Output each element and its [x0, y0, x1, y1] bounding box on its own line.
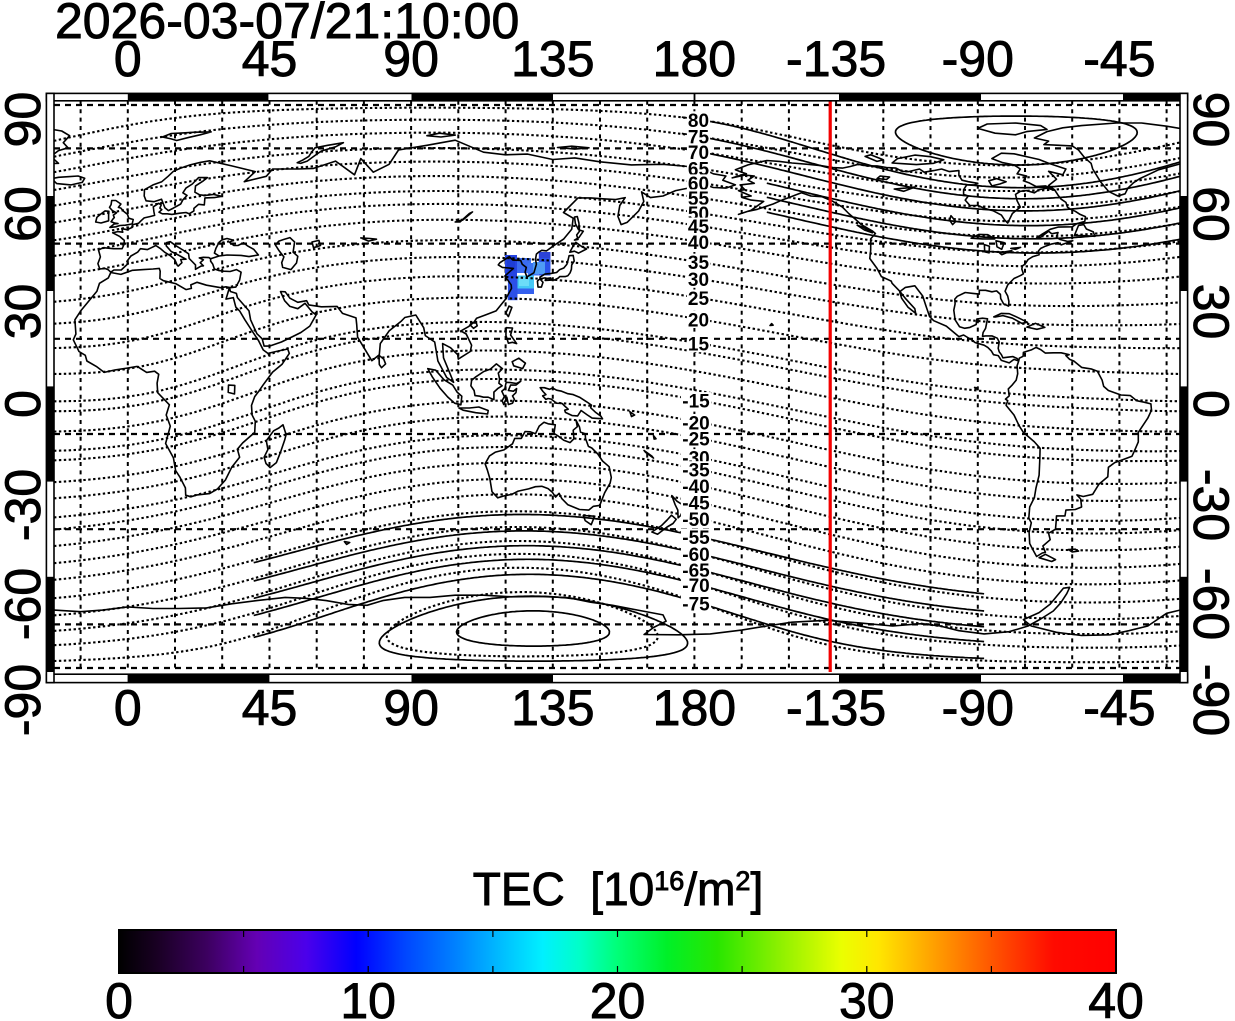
svg-text:20: 20 [590, 973, 646, 1021]
svg-text:135: 135 [511, 680, 594, 736]
svg-text:0: 0 [105, 973, 133, 1021]
svg-text:90: 90 [1183, 92, 1235, 148]
svg-text:45: 45 [242, 31, 298, 87]
svg-text:60: 60 [1183, 186, 1235, 242]
svg-text:2026-03-07/21:10:00: 2026-03-07/21:10:00 [55, 0, 519, 49]
svg-text:-90: -90 [942, 680, 1014, 736]
svg-text:40: 40 [688, 233, 709, 254]
svg-text:25: 25 [688, 289, 710, 310]
svg-text:-45: -45 [682, 494, 710, 515]
svg-text:-20: -20 [682, 414, 709, 435]
svg-text:-135: -135 [786, 31, 886, 87]
svg-text:30: 30 [688, 270, 709, 291]
svg-text:0: 0 [0, 390, 51, 418]
svg-text:0: 0 [1183, 390, 1235, 418]
svg-text:45: 45 [688, 217, 710, 238]
svg-text:135: 135 [511, 31, 594, 87]
svg-text:0: 0 [114, 31, 142, 87]
svg-text:90: 90 [383, 31, 439, 87]
svg-text:-15: -15 [682, 392, 710, 413]
svg-text:-35: -35 [682, 461, 710, 482]
svg-text:30: 30 [0, 284, 51, 340]
svg-text:180: 180 [653, 31, 736, 87]
svg-text:-45: -45 [1083, 680, 1155, 736]
svg-text:180: 180 [653, 680, 736, 736]
svg-text:-45: -45 [1083, 31, 1155, 87]
svg-text:TEC [1016/m2]: TEC [1016/m2] [473, 863, 763, 915]
svg-text:-30: -30 [1183, 469, 1235, 541]
svg-text:-70: -70 [682, 576, 709, 597]
svg-text:90: 90 [0, 92, 51, 148]
svg-text:-25: -25 [682, 430, 710, 451]
svg-text:40: 40 [1088, 973, 1144, 1021]
svg-text:-30: -30 [0, 469, 51, 541]
svg-text:15: 15 [688, 335, 710, 356]
svg-text:30: 30 [1183, 284, 1235, 340]
svg-text:-60: -60 [1183, 568, 1235, 640]
svg-text:55: 55 [688, 189, 710, 210]
svg-text:-55: -55 [682, 528, 710, 549]
svg-text:60: 60 [0, 186, 51, 242]
svg-text:10: 10 [340, 973, 396, 1021]
svg-text:90: 90 [383, 680, 439, 736]
svg-text:0: 0 [114, 680, 142, 736]
svg-text:-90: -90 [1183, 664, 1235, 736]
svg-text:45: 45 [242, 680, 298, 736]
svg-text:-60: -60 [0, 568, 51, 640]
svg-text:-50: -50 [682, 510, 709, 531]
svg-text:35: 35 [688, 253, 710, 274]
svg-text:-135: -135 [786, 680, 886, 736]
svg-text:80: 80 [688, 111, 709, 132]
svg-text:-75: -75 [682, 594, 710, 615]
svg-text:30: 30 [839, 973, 895, 1021]
svg-text:20: 20 [688, 310, 709, 331]
svg-text:-90: -90 [0, 664, 51, 736]
svg-text:-90: -90 [942, 31, 1014, 87]
svg-text:-60: -60 [682, 545, 709, 566]
svg-text:70: 70 [688, 143, 709, 164]
svg-text:-40: -40 [682, 477, 709, 498]
